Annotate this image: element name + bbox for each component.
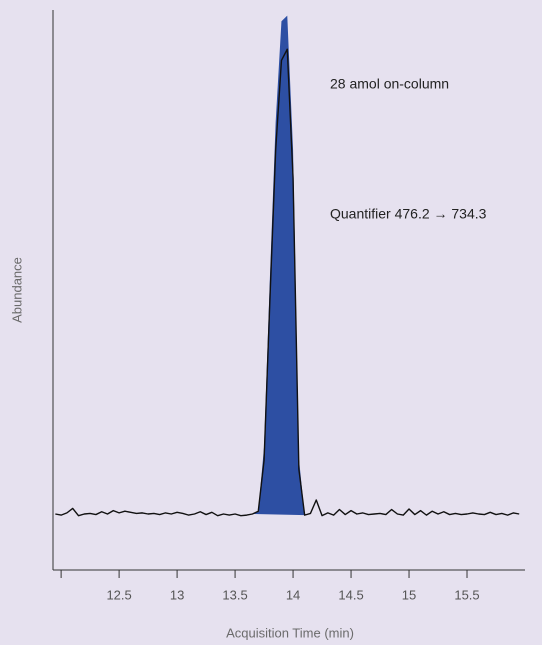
x-tick-label: 15.5 — [454, 587, 479, 602]
x-tick-label: 13.5 — [222, 587, 247, 602]
x-tick-label: 12.5 — [106, 587, 131, 602]
annotation: 28 amol on-column — [330, 76, 449, 92]
x-tick-label: 15 — [402, 587, 416, 602]
x-tick-label: 13 — [170, 587, 184, 602]
x-tick-label: 14.5 — [338, 587, 363, 602]
x-tick-label: 14 — [286, 587, 300, 602]
trace-line — [55, 48, 520, 517]
annotation: Quantifier 476.2 → 734.3 — [330, 206, 487, 222]
x-axis-label: Acquisition Time (min) — [226, 625, 354, 640]
peak-area — [252, 15, 305, 516]
y-axis-label: Abundance — [9, 257, 24, 323]
